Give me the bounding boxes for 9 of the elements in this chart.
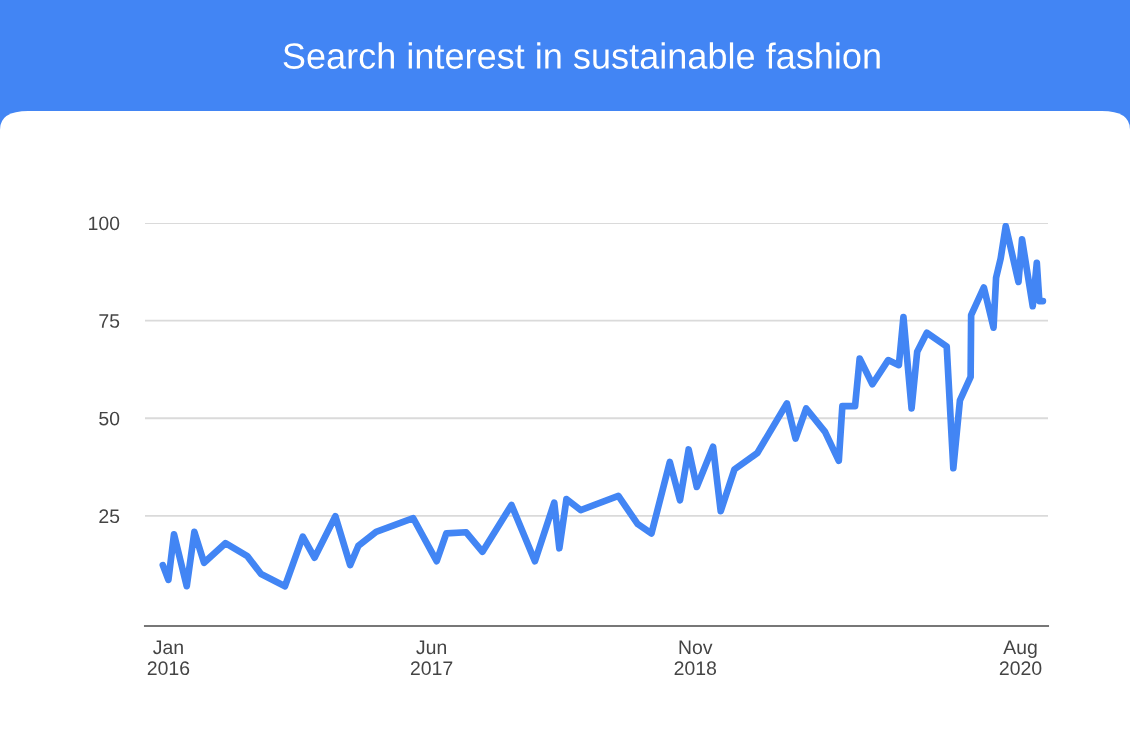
x-tick-label: Jan 2016: [147, 640, 190, 676]
y-tick-label: 25: [99, 509, 120, 524]
x-tick-label: Jun 2017: [410, 640, 453, 676]
y-tick-label: 50: [99, 411, 120, 426]
y-tick-label: 100: [89, 216, 120, 231]
y-tick-label: 75: [99, 314, 120, 328]
x-tick-label: Nov 2018: [674, 640, 717, 676]
chart-title: Search interest in sustainable fashion: [283, 42, 880, 69]
x-tick-label: Aug 2020: [999, 640, 1042, 676]
